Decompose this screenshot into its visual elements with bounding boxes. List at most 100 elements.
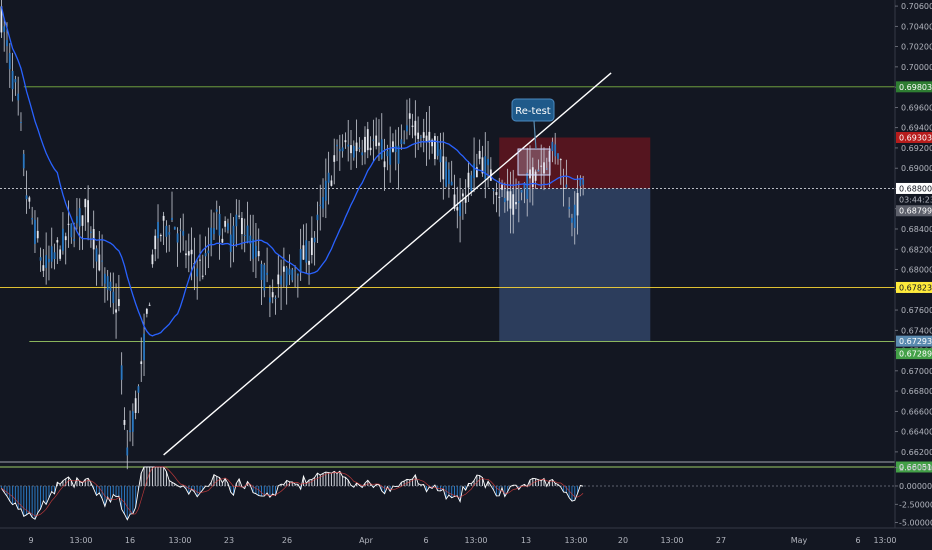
candle-body	[559, 159, 562, 161]
candle-body	[529, 169, 531, 179]
candle-body	[358, 147, 361, 149]
candle-body	[456, 207, 459, 211]
candle-body	[190, 249, 193, 255]
trend-line[interactable]	[163, 72, 612, 456]
candle-body	[89, 231, 92, 233]
price-tag-label: 0.67823	[899, 283, 932, 292]
time-tick-label: 23	[224, 536, 234, 545]
candle-body	[17, 93, 20, 101]
candle-body	[352, 145, 355, 158]
price-tag-label: 0.69303	[899, 133, 932, 142]
candle-body	[515, 202, 517, 205]
candle-body	[151, 254, 154, 265]
candle-body	[204, 253, 207, 257]
candle-body	[543, 162, 545, 174]
time-tick-label: 13:00	[69, 536, 92, 545]
candle-body	[14, 79, 17, 83]
candle-body	[355, 142, 358, 152]
candle-body	[551, 141, 554, 152]
candle-body	[210, 227, 213, 245]
price-tag-label: 0.67289	[899, 350, 932, 359]
candle-body	[408, 113, 411, 119]
candle-body	[565, 184, 568, 188]
candle-body	[123, 419, 126, 425]
candle-body	[582, 179, 585, 185]
candle-body	[319, 204, 322, 206]
price-tag-box	[896, 348, 932, 360]
candle-body	[459, 202, 461, 217]
time-tick-label: 13	[521, 536, 531, 545]
candle-body	[327, 172, 330, 183]
time-tick-label: May	[791, 536, 808, 545]
candle-body	[322, 197, 324, 209]
candle-body	[56, 240, 59, 243]
price-tag-box	[896, 335, 932, 347]
candle-body	[196, 268, 199, 277]
candle-body	[50, 246, 53, 262]
candle-body	[403, 141, 406, 144]
price-tick-label: 0.66200	[901, 448, 932, 457]
price-tick-label: 0.66800	[901, 387, 932, 396]
candle-body	[422, 132, 425, 138]
candle-body	[554, 144, 557, 157]
candle-body	[25, 195, 28, 200]
candle-body	[579, 179, 582, 187]
candle-body	[372, 139, 375, 141]
candle-body	[134, 398, 137, 413]
candle-body	[101, 260, 103, 262]
candle-body	[540, 165, 543, 167]
candle-body	[294, 270, 296, 272]
candle-body	[501, 184, 503, 190]
time-tick-label: 9	[28, 536, 33, 545]
candle-body	[389, 147, 392, 165]
time-tick-label: 20	[618, 536, 628, 545]
candle-body	[400, 139, 403, 145]
candle-body	[176, 233, 179, 243]
moving-average-line	[0, 6, 584, 337]
candle-body	[263, 264, 266, 291]
candle-body	[562, 187, 565, 189]
candle-body	[523, 182, 526, 189]
candle-body	[386, 151, 389, 157]
candle-body	[481, 157, 484, 174]
candle-body	[571, 217, 573, 223]
candle-body	[140, 361, 143, 365]
price-tick-label: 0.68200	[901, 245, 932, 254]
candle-body	[277, 274, 280, 285]
price-tag-box	[896, 194, 932, 206]
candle-body	[573, 204, 576, 228]
candle-body	[330, 180, 333, 186]
candle-body	[282, 266, 285, 272]
candle-body	[95, 248, 98, 262]
candle-body	[20, 122, 22, 124]
time-tick-label: 26	[282, 536, 292, 545]
price-tag-label: 0.68800	[899, 184, 932, 193]
candle-body	[442, 156, 445, 180]
candle-body	[246, 225, 249, 242]
candle-body	[506, 191, 509, 201]
candle-body	[145, 308, 148, 314]
candle-body	[185, 253, 187, 256]
candle-body	[241, 217, 243, 235]
oscillator-signal-line	[1, 466, 584, 517]
price-tag-label: 0.67293	[899, 337, 932, 346]
oscillator-panel	[0, 466, 895, 521]
candle-body	[517, 201, 520, 203]
candle-body	[473, 163, 475, 178]
candle-body	[8, 52, 11, 70]
candle-body	[461, 193, 464, 197]
oscillator-tick-label: -2.50000	[899, 500, 932, 509]
candle-body	[22, 153, 25, 169]
candle-body	[271, 292, 274, 298]
candle-body	[28, 197, 31, 202]
candle-body	[48, 258, 50, 263]
candle-body	[428, 131, 431, 143]
retest-callout[interactable]	[511, 98, 555, 122]
price-axis: 0.706000.704000.702000.700000.698000.696…	[895, 2, 932, 457]
candle-body	[324, 180, 327, 201]
candle-body	[165, 225, 168, 237]
candle-body	[207, 250, 210, 254]
candle-body	[534, 171, 537, 181]
candle-body	[137, 386, 140, 393]
